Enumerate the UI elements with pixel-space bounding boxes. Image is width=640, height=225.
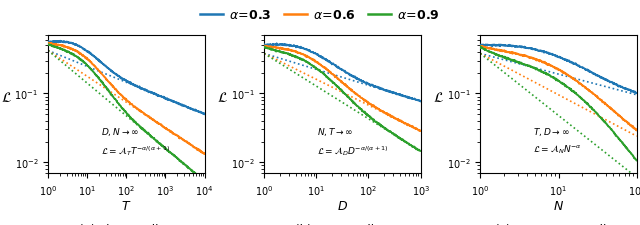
Text: (b) Data scaling: (b) Data scaling: [295, 223, 390, 225]
X-axis label: $N$: $N$: [553, 199, 564, 212]
Legend: $\alpha\!=\!$$\mathbf{0.3}$, $\alpha\!=\!$$\mathbf{0.6}$, $\alpha\!=\!$$\mathbf{: $\alpha\!=\!$$\mathbf{0.3}$, $\alpha\!=\…: [195, 4, 445, 27]
Text: $N, T\rightarrow\infty$
$\mathcal{L}=\mathcal{A}_D D^{-\alpha/(\alpha+1)}$: $N, T\rightarrow\infty$ $\mathcal{L}=\ma…: [317, 125, 389, 157]
X-axis label: $D$: $D$: [337, 199, 348, 212]
Text: (a) Time scaling: (a) Time scaling: [79, 223, 173, 225]
Text: (c) Parameter scaling: (c) Parameter scaling: [495, 223, 621, 225]
Text: $T, D\rightarrow\infty$
$\mathcal{L}=\mathcal{A}_N N^{-\alpha}$: $T, D\rightarrow\infty$ $\mathcal{L}=\ma…: [534, 125, 582, 155]
Y-axis label: $\mathcal{L}$: $\mathcal{L}$: [1, 91, 12, 105]
Y-axis label: $\mathcal{L}$: $\mathcal{L}$: [217, 91, 228, 105]
Text: $D, N\rightarrow\infty$
$\mathcal{L}=\mathcal{A}_T T^{-\alpha/(\alpha+1)}$: $D, N\rightarrow\infty$ $\mathcal{L}=\ma…: [101, 125, 170, 157]
Y-axis label: $\mathcal{L}$: $\mathcal{L}$: [433, 91, 444, 105]
X-axis label: $T$: $T$: [121, 199, 132, 212]
